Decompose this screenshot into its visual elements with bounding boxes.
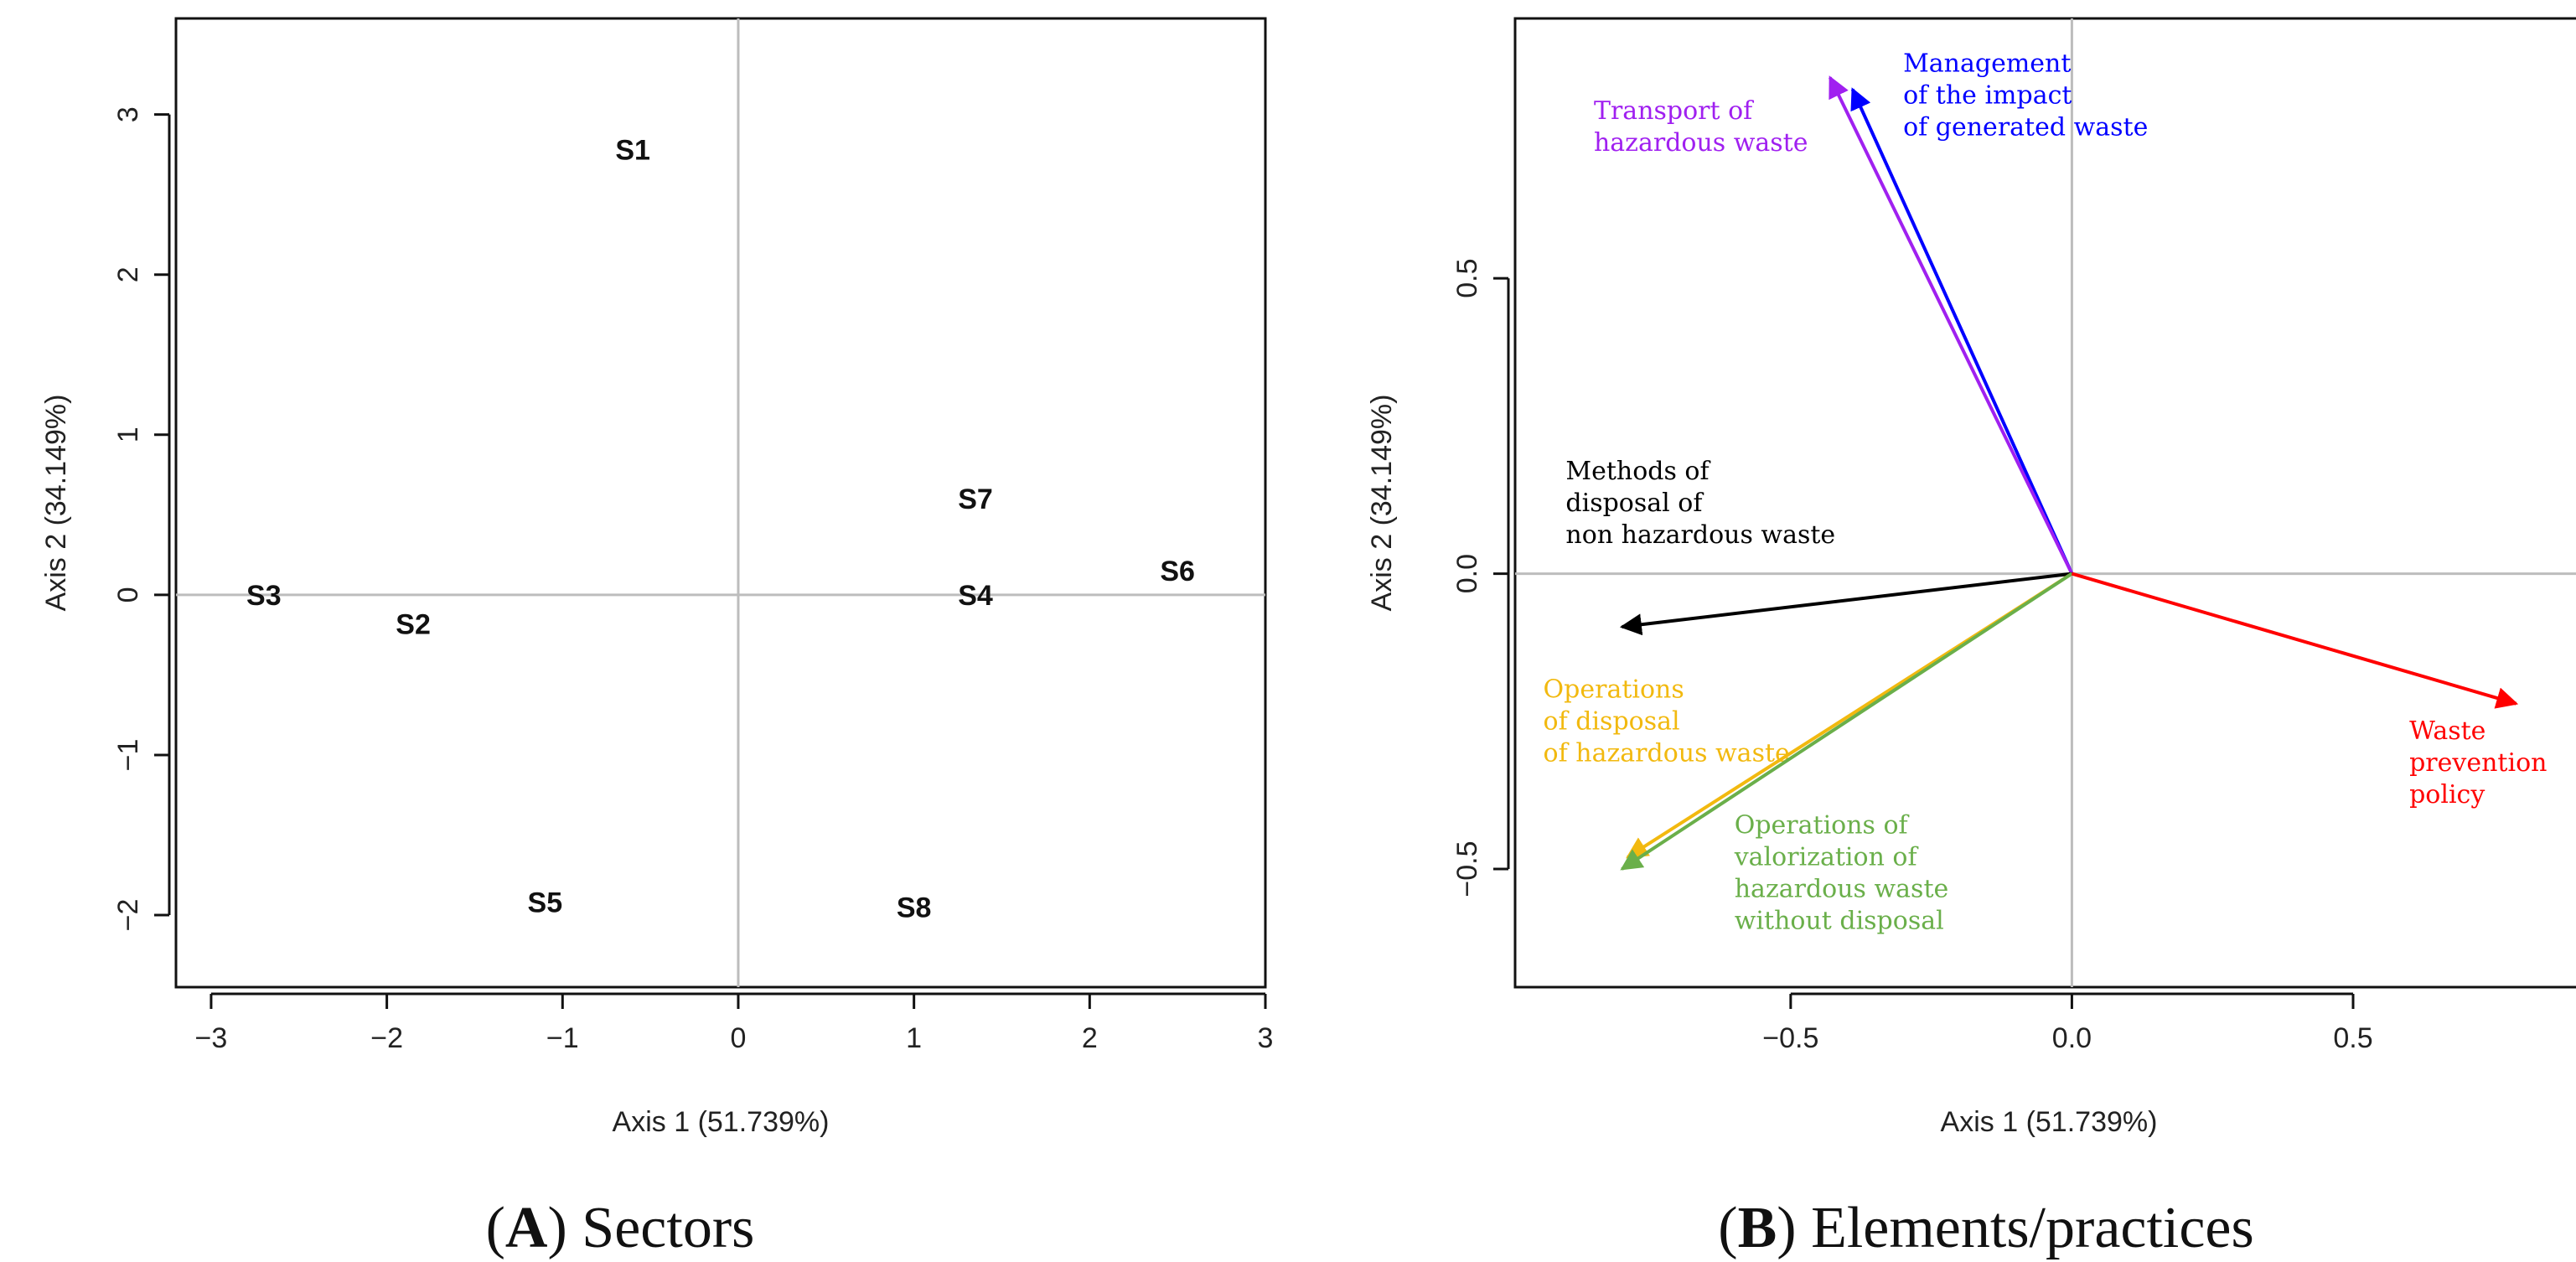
vector-label-line: Operations: [1544, 675, 1684, 705]
x-tick-label: 0.5: [2333, 1022, 2372, 1054]
x-tick-label: 3: [1258, 1022, 1274, 1054]
point-label-s6: S6: [1160, 556, 1195, 587]
x-tick-label: −2: [370, 1022, 403, 1054]
panel-a-x-axis-title: Axis 1 (51.739%): [613, 1106, 830, 1138]
vector-label-line: hazardous waste: [1735, 875, 1949, 904]
vector-label-operations-valorization: Operations of valorization of hazardous wa…: [1734, 811, 1949, 936]
vector-arrow-methods-disposal: [1619, 572, 2072, 636]
vector-label-waste-prevention: Waste prevention policy: [2409, 716, 2547, 809]
vector-label-line: without disposal: [1735, 907, 1944, 936]
panel-b-x-axis: −0.5 0.0 0.5: [1762, 992, 2373, 1054]
point-label-s7: S7: [958, 484, 993, 515]
vector-label-line: Transport of: [1594, 96, 1754, 126]
vector-label-line: Management: [1903, 49, 2071, 78]
x-tick-label: −0.5: [1762, 1022, 1818, 1054]
x-tick-label: 0: [731, 1022, 747, 1054]
vector-label-line: prevention: [2409, 748, 2547, 778]
x-tick-label: 1: [906, 1022, 922, 1054]
vector-label-line: Methods of: [1565, 457, 1710, 486]
vector-label-line: policy: [2409, 780, 2485, 809]
y-tick-label: 1: [112, 427, 144, 442]
x-tick-label: 0.0: [2052, 1022, 2092, 1054]
panel-b-y-axis: −0.5 0.0 0.5: [1451, 259, 1510, 897]
y-tick-label: −1: [112, 739, 144, 772]
panel-a-caption-letter: A: [505, 1196, 548, 1260]
vector-label-transport: Transport of hazardous waste: [1594, 96, 1808, 158]
panel-b-x-axis-title: Axis 1 (51.739%): [1941, 1106, 2158, 1138]
panel-a-y-axis-title: Axis 2 (34.149%): [40, 395, 72, 612]
vector-label-operations-disposal: Operations of disposal of hazardous waste: [1544, 675, 1790, 768]
y-tick-label: −0.5: [1451, 840, 1483, 897]
vector-label-methods-disposal: Methods of disposal of non hazardous waste: [1565, 457, 1835, 550]
vector-label-line: of hazardous waste: [1544, 739, 1790, 768]
vector-arrow-operations-valorization: [1620, 572, 2073, 871]
point-label-s8: S8: [897, 892, 932, 923]
panel-a-caption: (A) Sectors: [486, 1196, 755, 1260]
vector-label-line: Waste: [2409, 716, 2485, 746]
vector-label-line: Operations of: [1735, 811, 1910, 840]
panel-b-vectors: Management of the impact of generated wast…: [1544, 49, 2548, 935]
panel-a-y-axis: −2 −1 0 1 2 3: [112, 106, 171, 932]
vector-label-management: Management of the impact of generated wast…: [1903, 49, 2148, 142]
panel-b-y-axis-title: Axis 2 (34.149%): [1366, 395, 1398, 612]
point-label-s2: S2: [396, 608, 431, 640]
point-label-s5: S5: [528, 887, 563, 919]
point-label-s1: S1: [615, 135, 650, 167]
vector-label-line: valorization of: [1734, 843, 1919, 872]
panel-b-caption: (B) Elements/practices: [1718, 1196, 2254, 1260]
y-tick-label: 0.5: [1451, 259, 1483, 298]
y-tick-label: 0: [112, 587, 144, 603]
y-tick-label: −2: [112, 899, 144, 932]
x-tick-label: −1: [546, 1022, 579, 1054]
vector-label-line: hazardous waste: [1594, 128, 1808, 158]
panel-b-plot-frame: [1513, 17, 2576, 989]
y-tick-label: 0.0: [1451, 554, 1483, 593]
vector-label-line: disposal of: [1565, 489, 1704, 518]
panel-b-elements-plot: −0.5 0.0 0.5 −0.5 0.0 0.5 Management of the i…: [1366, 17, 2576, 1260]
panel-a-points: S1 S2 S3 S4 S5 S6 S7 S8: [246, 135, 1195, 924]
vector-label-line: non hazardous waste: [1565, 520, 1835, 550]
panel-b-caption-text: Elements/practices: [1811, 1196, 2254, 1260]
vector-arrow-transport: [1829, 75, 2074, 575]
point-label-s3: S3: [246, 580, 282, 612]
vector-label-line: of disposal: [1544, 707, 1680, 737]
panel-a-caption-text: Sectors: [582, 1196, 754, 1260]
vector-label-line: of generated waste: [1903, 112, 2148, 142]
vector-arrow-waste-prevention: [2071, 572, 2519, 709]
vector-arrow-management: [1850, 87, 2074, 575]
panel-a-x-axis: −3 −2 −1 0 1 2 3: [195, 992, 1274, 1054]
x-tick-label: 2: [1082, 1022, 1098, 1054]
y-tick-label: 3: [112, 106, 144, 122]
y-tick-label: 2: [112, 266, 144, 282]
panel-a-plot-frame: [174, 17, 1267, 989]
panel-b-caption-letter: B: [1738, 1196, 1777, 1260]
vector-label-line: of the impact: [1903, 80, 2072, 110]
panel-a-sectors-plot: −3 −2 −1 0 1 2 3 −2 −1 0 1 2 3 S1 S2 S3 S4 S5 S6 S7 S8 Axi…: [40, 17, 1274, 1260]
x-tick-label: −3: [195, 1022, 228, 1054]
point-label-s4: S4: [958, 580, 993, 612]
